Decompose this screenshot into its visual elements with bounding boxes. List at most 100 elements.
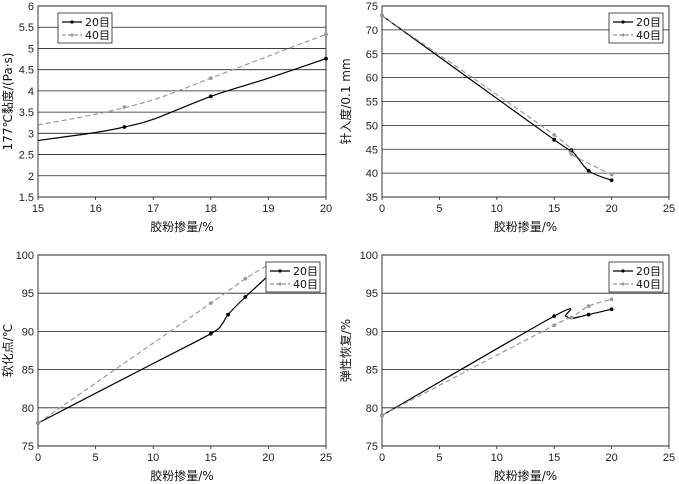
- data-point: [36, 421, 40, 425]
- y-tick-label: 80: [366, 403, 378, 415]
- x-tick-label: 20: [605, 452, 617, 464]
- legend-box: [265, 261, 321, 293]
- y-tick-label: 100: [360, 250, 378, 262]
- y-tick-label: 35: [366, 192, 378, 204]
- legend-marker: [621, 282, 625, 286]
- series-line-2: [37, 264, 269, 424]
- legend-marker: [70, 20, 74, 24]
- data-point: [586, 304, 591, 309]
- x-tick-label: 17: [147, 203, 159, 215]
- y-tick-label: 2.5: [19, 150, 34, 162]
- x-tick-label: 25: [320, 452, 332, 464]
- plot-frame: [381, 254, 670, 447]
- x-tick-label: 15: [548, 452, 560, 464]
- data-point: [208, 94, 213, 99]
- legend-marker: [278, 282, 282, 286]
- data-point: [586, 312, 591, 317]
- series-line-2: [381, 15, 612, 176]
- x-tick-label: 0: [379, 452, 385, 464]
- legend-label: 40目: [636, 278, 661, 291]
- data-point: [122, 125, 127, 129]
- data-point: [208, 331, 213, 336]
- x-tick-label: 20: [262, 452, 274, 464]
- y-tick-label: 95: [366, 288, 378, 300]
- y-tick-label: 3.5: [19, 107, 34, 119]
- data-point: [324, 56, 328, 61]
- legend-box: [608, 12, 664, 44]
- y-tick-label: 5.5: [19, 22, 34, 34]
- x-tick-label: 5: [436, 203, 442, 215]
- data-point: [380, 13, 384, 18]
- legend-marker: [70, 33, 74, 37]
- data-point: [380, 413, 384, 418]
- x-tick-label: 0: [35, 452, 41, 464]
- series-line-2: [37, 33, 327, 126]
- series-line-1: [37, 58, 327, 142]
- plot-frame: [37, 5, 327, 198]
- legend-label: 20目: [636, 16, 661, 29]
- y-tick-label: 90: [366, 326, 378, 338]
- legend-label: 20目: [293, 265, 318, 278]
- plot-frame: [37, 254, 327, 447]
- y-tick-label: 70: [366, 25, 378, 37]
- data-point: [569, 152, 574, 156]
- data-point: [208, 301, 213, 306]
- y-tick-label: 3: [28, 128, 34, 140]
- legend-label: 20目: [85, 16, 110, 29]
- data-point: [122, 105, 127, 109]
- y-axis-label: 177℃黏度/(Pa·s): [0, 53, 15, 151]
- x-tick-label: 19: [262, 203, 274, 215]
- data-point: [324, 32, 328, 37]
- series-line-1: [37, 275, 269, 424]
- y-tick-label: 95: [22, 288, 34, 300]
- y-tick-label: 40: [366, 168, 378, 180]
- x-tick-label: 5: [436, 452, 442, 464]
- y-tick-label: 50: [366, 120, 378, 132]
- legend-marker: [621, 33, 625, 37]
- legend-box: [608, 261, 664, 293]
- y-axis-label: 针入度/0.1 mm: [338, 58, 353, 144]
- data-point: [609, 307, 614, 312]
- y-axis-label: 弹性恢复/%: [339, 319, 353, 382]
- chart-4: 75 80 85 90 95 100 0 5 10 15 20 25 胶粉掺量/% 弹性恢复/% 20目40…: [339, 250, 675, 483]
- series-line-2: [381, 298, 612, 416]
- x-tick-label: 15: [205, 452, 217, 464]
- data-point: [552, 137, 557, 142]
- chart-1: 1.5 2 2.5 3 3.5 4 4.5 5 5.5 6 15 16 17 18 19 20 胶粉掺量/% 17…: [0, 1, 332, 234]
- y-tick-label: 65: [366, 49, 378, 61]
- y-tick-label: 2: [28, 171, 34, 183]
- data-point: [226, 312, 230, 317]
- legend-label: 40目: [85, 29, 110, 42]
- x-tick-label: 25: [663, 452, 675, 464]
- x-tick-label: 25: [663, 203, 675, 215]
- legend-label: 20目: [636, 265, 661, 278]
- x-tick-label: 0: [379, 203, 385, 215]
- data-point: [552, 314, 557, 319]
- plot-frame: [381, 5, 670, 198]
- y-tick-label: 6: [28, 1, 34, 13]
- y-axis-label: 软化点/℃: [1, 324, 15, 378]
- legend-marker: [278, 269, 282, 273]
- data-point: [552, 133, 557, 137]
- chart-2: 35 40 45 50 55 60 65 70 75 0 5 10 15 20 25 胶粉掺量/% 针入度/0.…: [338, 1, 675, 234]
- y-tick-label: 85: [366, 365, 378, 377]
- y-tick-label: 45: [366, 144, 378, 156]
- y-tick-label: 80: [22, 403, 34, 415]
- x-axis-label: 胶粉掺量/%: [150, 219, 213, 234]
- x-axis-label: 胶粉掺量/%: [494, 468, 557, 483]
- x-tick-label: 15: [548, 203, 560, 215]
- x-axis-label: 胶粉掺量/%: [494, 219, 557, 234]
- y-tick-label: 55: [366, 97, 378, 109]
- y-tick-label: 4: [28, 86, 34, 98]
- x-tick-label: 10: [491, 452, 503, 464]
- y-tick-label: 60: [366, 73, 378, 85]
- legend-label: 40目: [636, 29, 661, 42]
- data-point: [586, 168, 591, 173]
- x-tick-label: 15: [32, 203, 44, 215]
- y-tick-label: 100: [16, 250, 34, 262]
- legend-box: [57, 12, 113, 44]
- y-tick-label: 4.5: [19, 65, 34, 77]
- data-point: [569, 315, 574, 320]
